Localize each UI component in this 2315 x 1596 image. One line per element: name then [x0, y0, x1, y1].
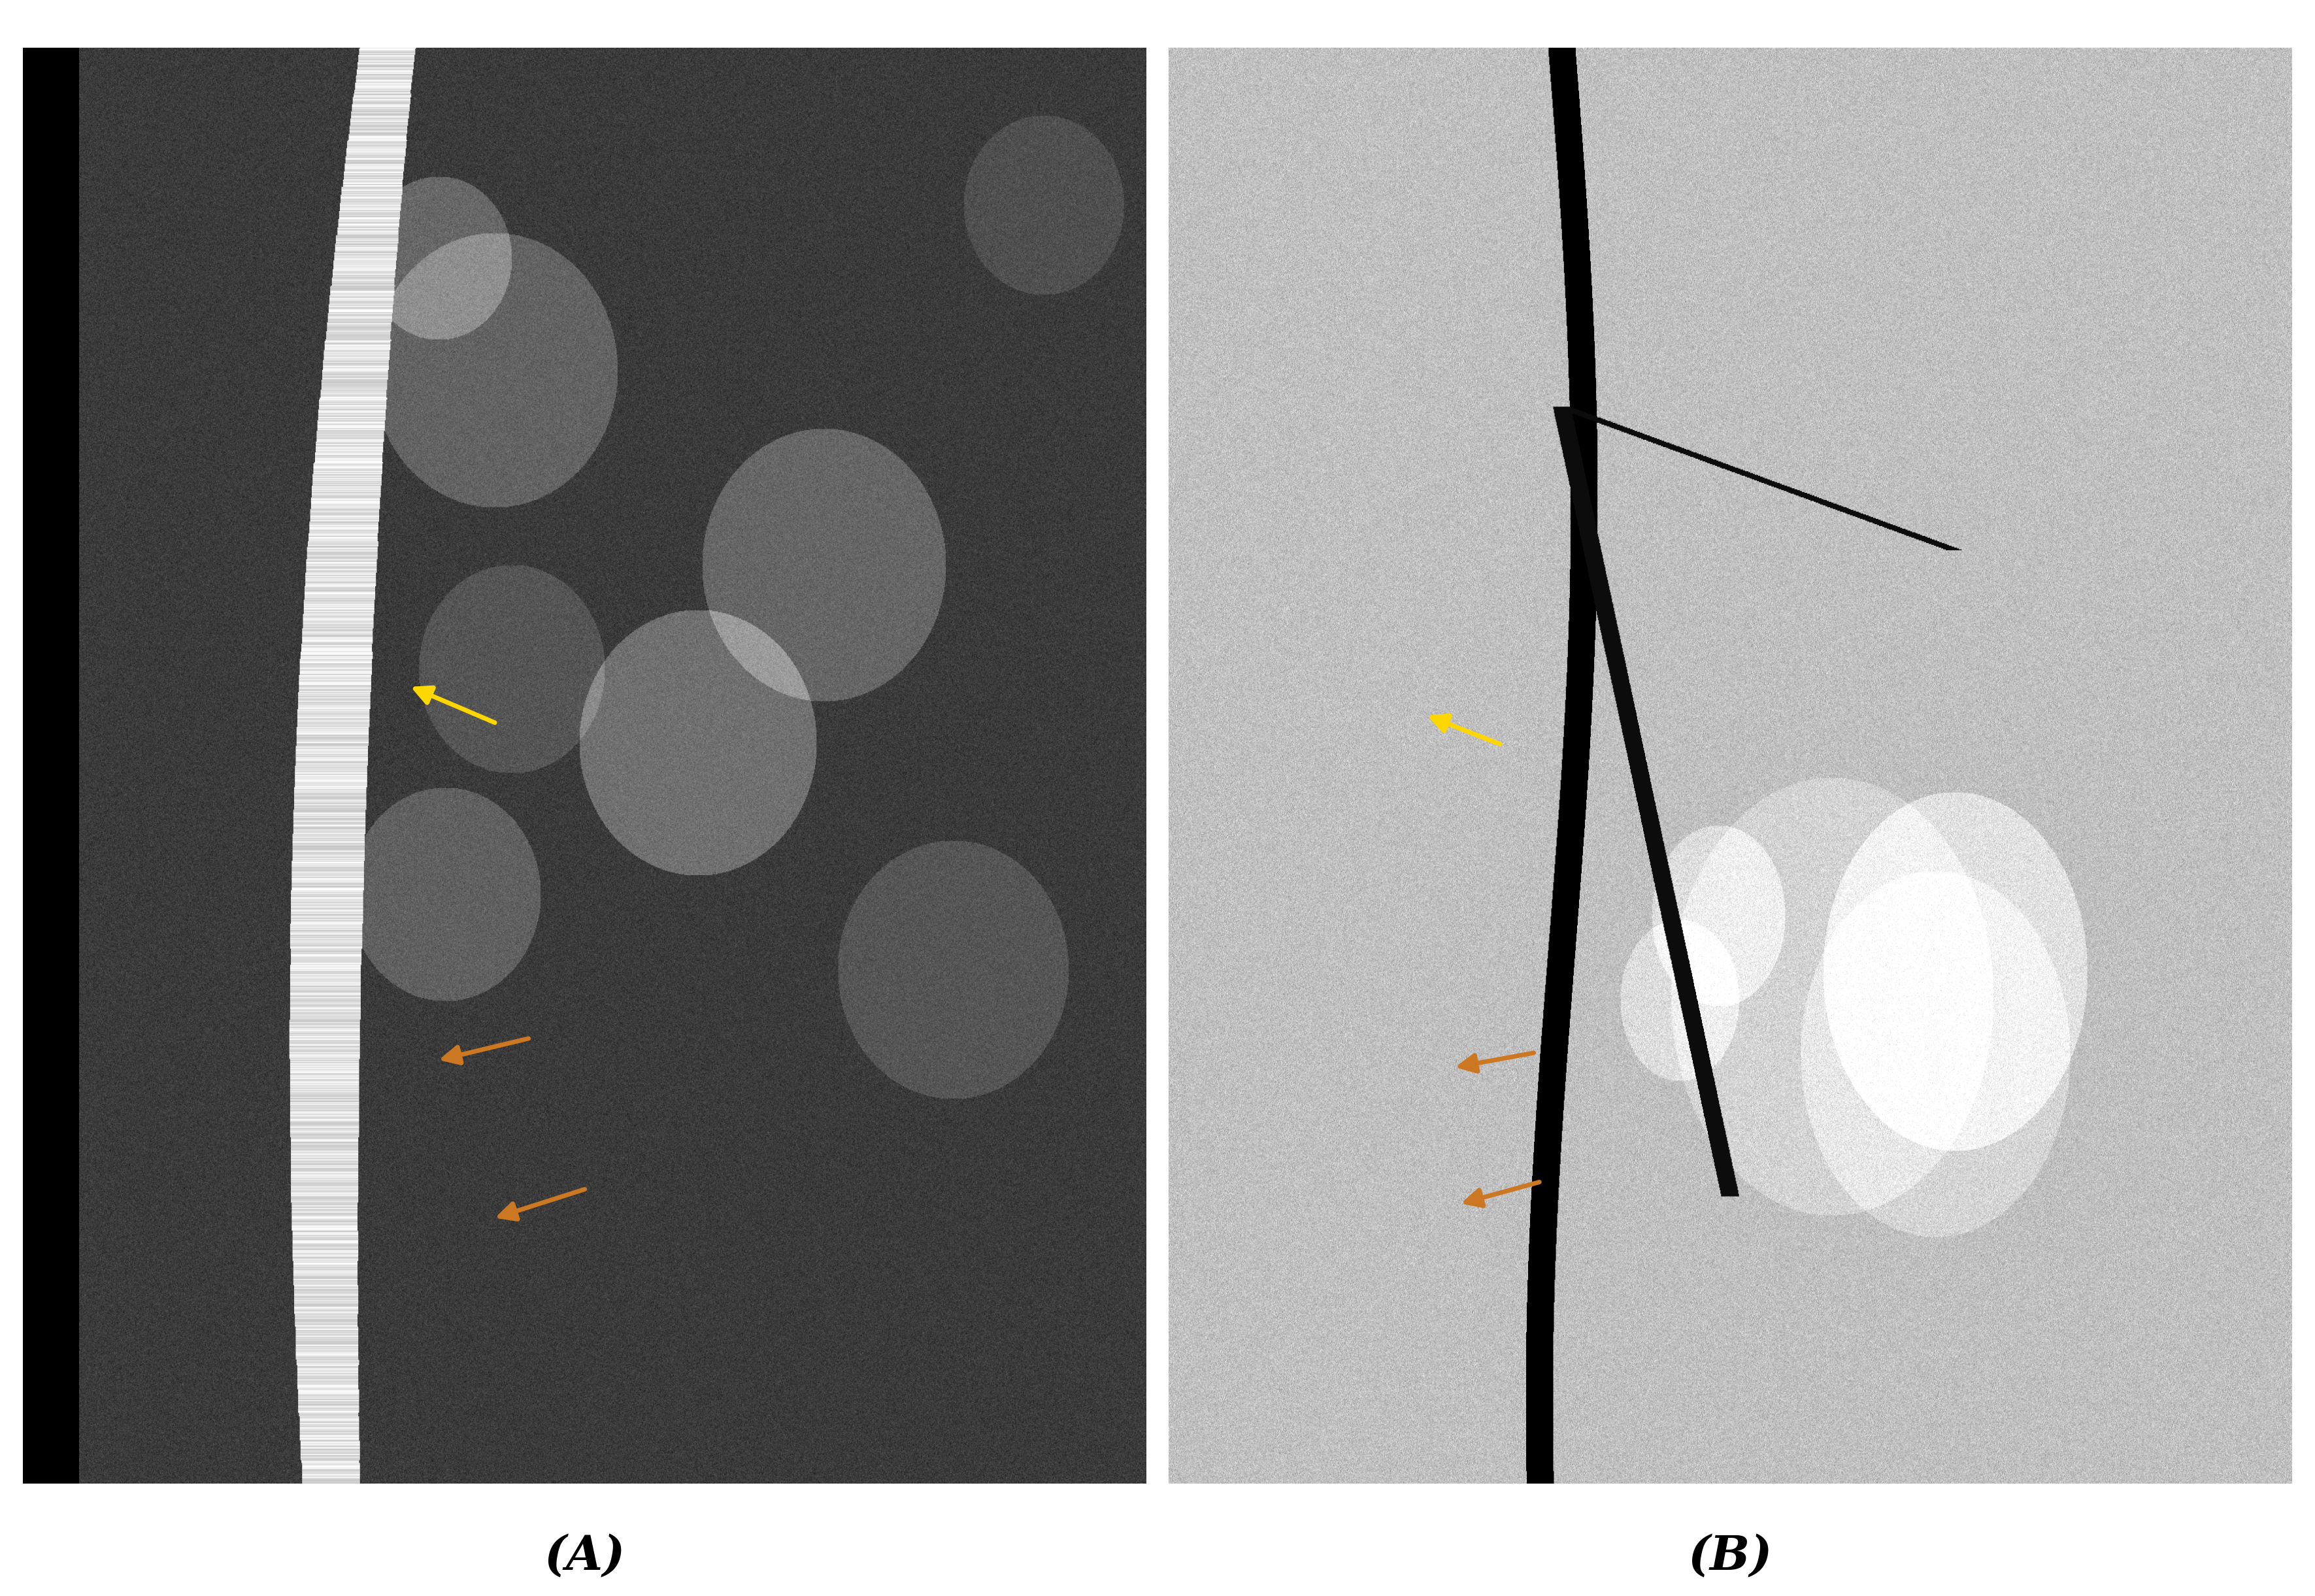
Text: (A): (A)	[544, 1532, 625, 1580]
Text: (B): (B)	[1688, 1532, 1773, 1580]
